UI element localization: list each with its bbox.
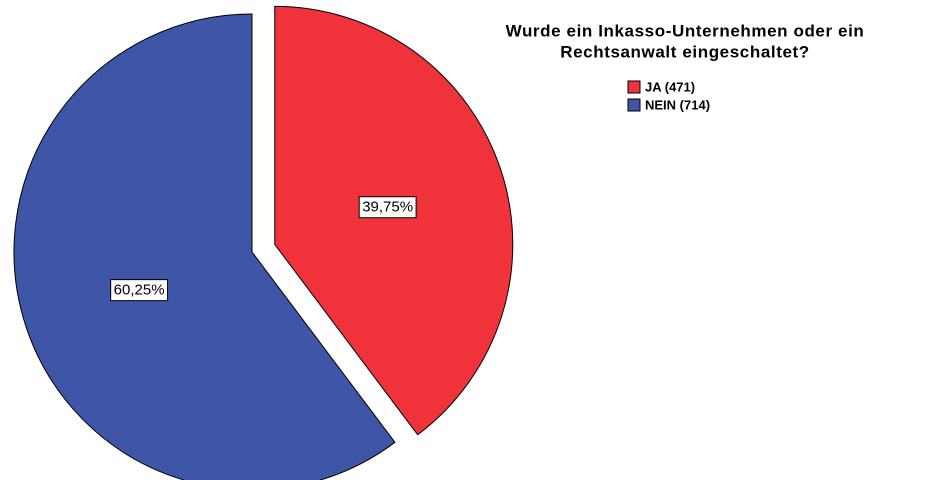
value-label: 39,75% bbox=[362, 199, 413, 216]
legend-label: JA (471) bbox=[645, 79, 695, 94]
legend-label: NEIN (714) bbox=[645, 97, 710, 112]
legend-swatch bbox=[627, 98, 641, 112]
pie-slice bbox=[13, 13, 396, 480]
value-label-box bbox=[358, 196, 417, 219]
chart-title: Wurde ein Inkasso-Unternehmen oder ein bbox=[506, 21, 865, 40]
pie-slice bbox=[274, 5, 514, 436]
legend-swatch bbox=[627, 80, 641, 94]
chart-title: Rechtsanwalt eingeschaltet? bbox=[560, 42, 810, 61]
value-label-box bbox=[110, 279, 169, 302]
value-label: 60,25% bbox=[114, 282, 165, 299]
